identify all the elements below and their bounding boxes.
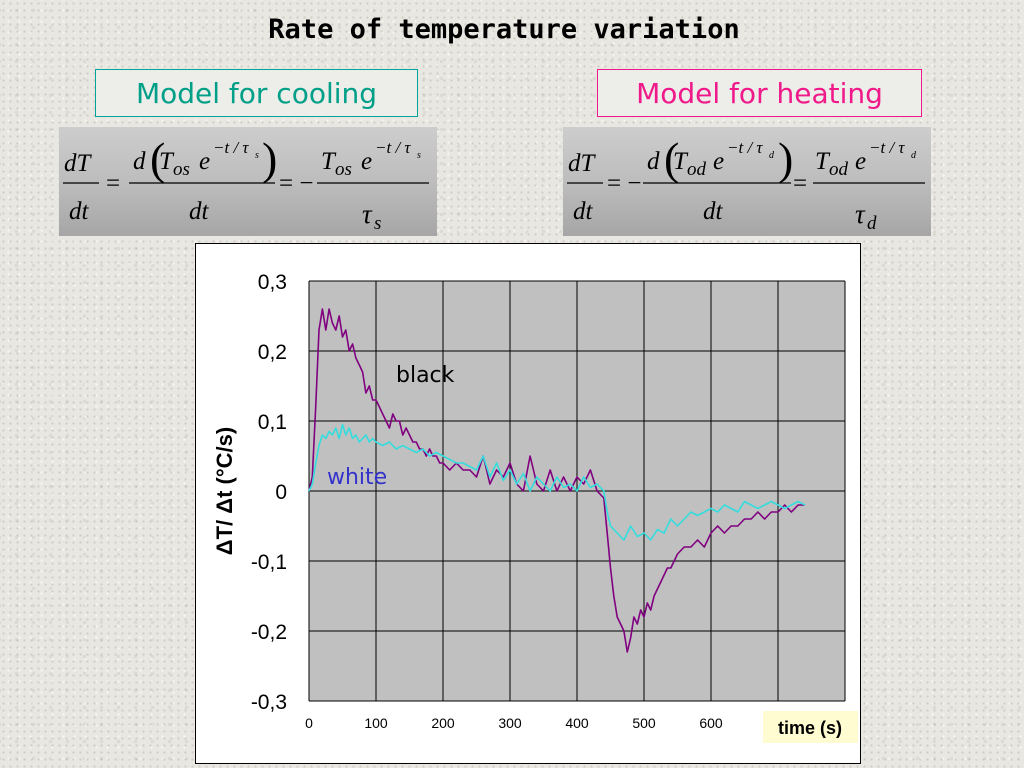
heating-e2: e [855,148,866,175]
heating-exponent-2-sub: d [911,150,917,161]
x-tick-label: 100 [364,715,388,731]
y-axis-label: ΔT/ Δt (°C/s) [212,427,237,555]
y-tick-label: 0,1 [258,411,287,434]
series-line-white [308,423,806,541]
x-tick-label: 500 [632,715,656,731]
heating-formula: dT dt = − d ( T od e −t / τ d ) dt = T o… [563,127,931,236]
y-tick-labels: 0,3 0,2 0,1 0 -0,1 -0,2 -0,3 [251,271,287,714]
heating-tau-sub: d [867,213,877,234]
heating-equals-1: = − [607,170,641,197]
cooling-exponent-2: −t / τ [375,138,411,157]
cooling-paren-right: ) [262,133,277,184]
cooling-tau: τ [362,199,373,229]
cooling-equals-1: = [106,170,120,197]
cooling-exponent-sub: s [255,150,259,161]
cooling-lhs-den: dt [69,198,90,225]
x-tick-label: 600 [699,715,723,731]
heating-tau: τ [855,199,866,229]
cooling-T2: T [321,148,337,175]
cooling-exponent: −t / τ [213,138,249,157]
y-tick-label: 0 [275,481,287,504]
x-tick-label: 300 [498,715,522,731]
chart-panel: 0,3 0,2 0,1 0 -0,1 -0,2 -0,3 0 100 200 300 400 500 6… [195,243,861,764]
cooling-T: T [159,148,175,175]
model-cooling-label: Model for cooling [95,69,418,117]
cooling-tau-sub: s [374,213,381,234]
cooling-lhs-num: dT [64,150,93,177]
label-black: black [396,363,455,388]
heating-lhs-num: dT [568,150,597,177]
series-lines [308,308,806,653]
x-axis-label: time (s) [778,718,842,738]
heating-d: d [647,148,660,175]
rate-chart: 0,3 0,2 0,1 0 -0,1 -0,2 -0,3 0 100 200 300 400 500 6… [212,271,858,743]
heating-T2: T [815,148,831,175]
cooling-exponent-2-sub: s [417,150,421,161]
heating-equals-2: = [793,170,807,197]
heating-exponent-2: −t / τ [869,138,905,157]
x-tick-label: 400 [565,715,589,731]
heating-paren-left: ( [664,133,679,184]
x-tick-label: 200 [431,715,455,731]
heating-e: e [713,148,724,175]
cooling-e2: e [361,148,372,175]
x-axis-label-background [763,711,858,743]
heating-exponent: −t / τ [727,138,763,157]
x-tick-label: 0 [305,715,313,731]
series-annotations: black white [327,363,455,490]
cooling-formula: dT dt = d ( T os e −t / τ s ) dt = − T o… [59,127,437,236]
slide-title: Rate of temperature variation [268,14,740,45]
heating-mid-den: dt [703,198,724,225]
cooling-T-sub: os [173,159,190,180]
heating-T-sub: od [687,159,707,180]
heating-paren-right: ) [778,133,793,184]
cooling-d: d [133,148,146,175]
label-white: white [327,465,387,490]
y-tick-label: -0,3 [251,691,287,714]
cooling-paren-left: ( [150,133,165,184]
model-heating-label: Model for heating [597,69,922,117]
y-tick-label: 0,2 [258,341,287,364]
cooling-T2-sub: os [335,159,352,180]
cooling-e: e [199,148,210,175]
heating-lhs-den: dt [573,198,594,225]
heating-T2-sub: od [829,159,849,180]
y-tick-label: 0,3 [258,271,287,294]
cooling-mid-den: dt [189,198,210,225]
x-tick-labels: 0 100 200 300 400 500 600 [305,715,723,731]
cooling-equals-2: = − [279,170,313,197]
y-tick-label: -0,1 [251,551,287,574]
series-line-black [308,308,805,653]
heating-T: T [673,148,689,175]
heating-exponent-sub: d [769,150,775,161]
y-tick-label: -0,2 [251,621,287,644]
